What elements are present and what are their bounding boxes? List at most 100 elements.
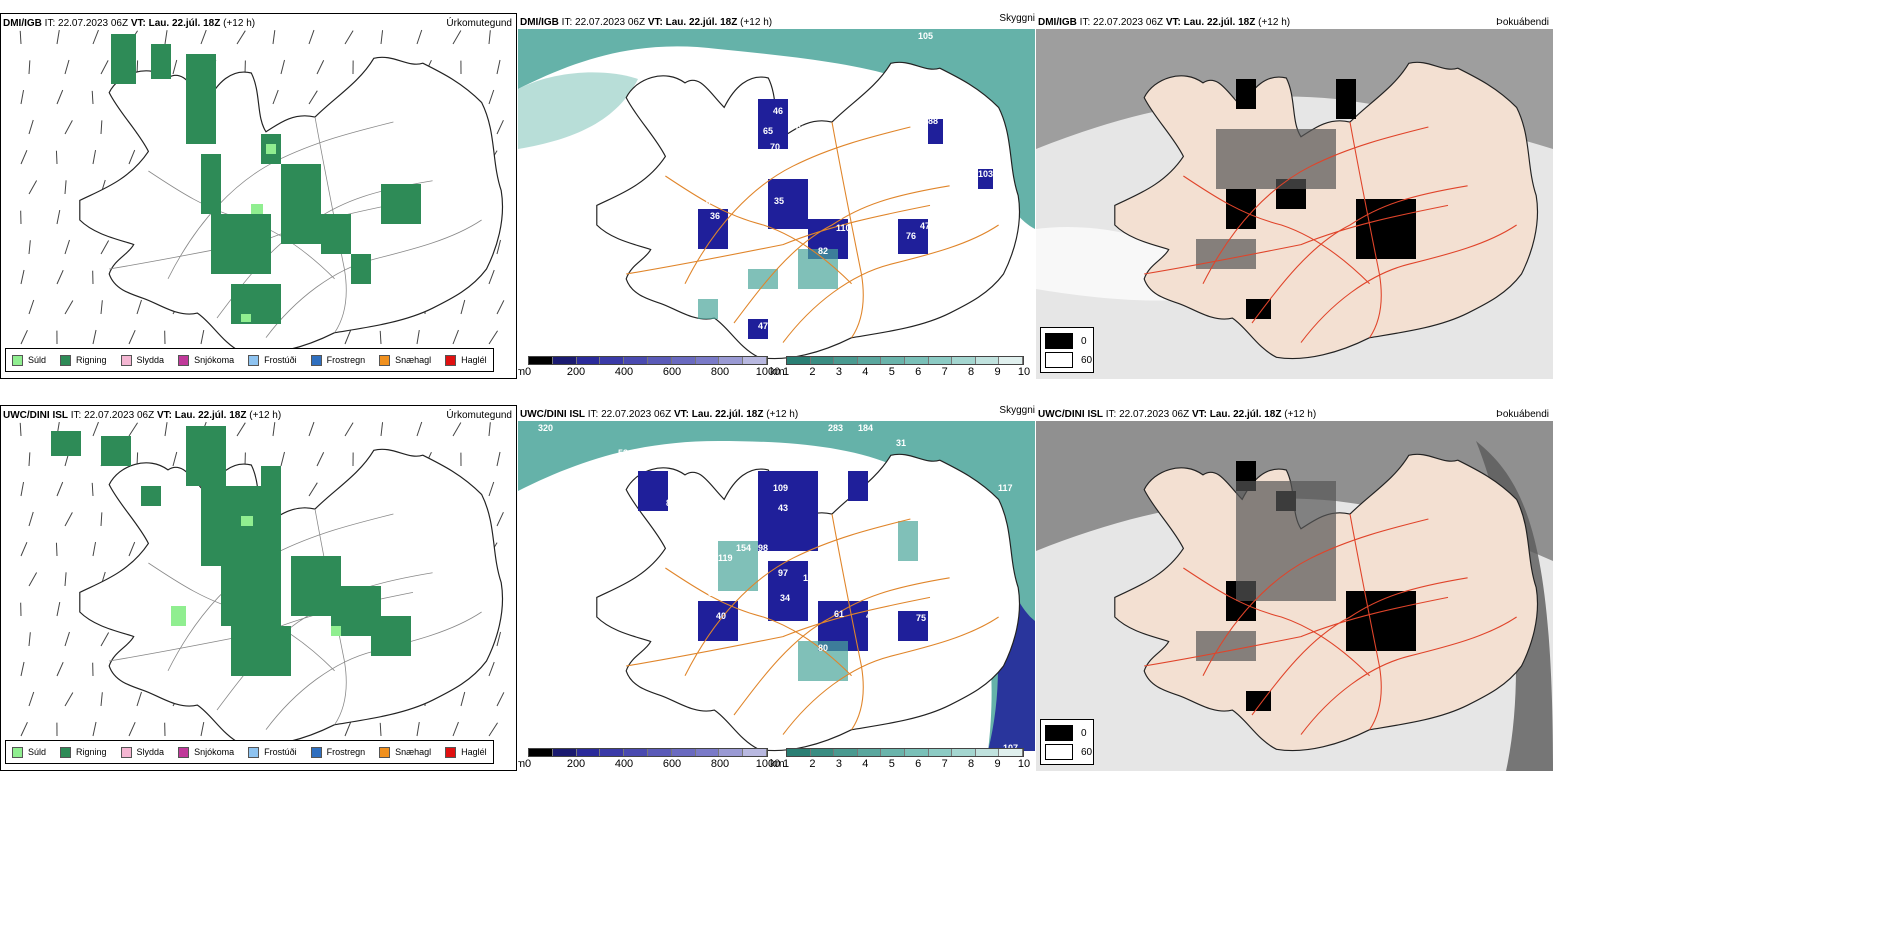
wind-barb [56,30,60,45]
visibility-value-label: 81 [980,591,990,601]
visibility-value-label: 88 [996,528,1006,538]
legend-item: Slydda [120,354,164,366]
visibility-value-label: 184 [858,423,873,433]
wind-barb [380,422,384,437]
wind-barb [92,721,97,737]
colorbar-tick: 1000 [755,366,781,378]
wind-barb [496,451,501,467]
colorbar-tick: 1 [782,758,790,770]
colorbar-tick: 0 [524,366,532,378]
wind-barb [28,632,31,647]
colorbar-m: 0 200 400 600 800 1000 m [518,748,780,771]
wind-barb [20,661,25,677]
wind-barb [488,89,495,105]
visibility-value-label: 70 [646,66,656,76]
visibility-value-label: 46 [773,106,783,116]
wind-barb [379,330,382,345]
wind-barb [64,120,73,135]
wind-barb [488,722,498,737]
colorbar-tick: 600 [662,366,682,378]
visibility-value-label: 61 [834,609,844,619]
wind-barb [20,330,28,345]
wind-barb [452,422,462,437]
colorbar-tick: 4 [862,366,869,378]
fog-map [1036,29,1553,379]
colorbar-km: 1 2 3 4 5 6 7 8 9 10 km [770,748,1030,771]
wind-barb [91,90,94,105]
colorbar-tick: 5 [888,758,895,770]
wind-barb [136,299,142,315]
visibility-value-label: 40 [716,611,726,621]
legend-item: Snæhagl [379,746,431,758]
colorbar-tick: 6 [915,366,922,378]
panel-title: DMI/IGB IT: 22.07.2023 06Z VT: Lau. 22.j… [1038,17,1291,28]
wind-barb [19,30,22,45]
visibility-value-label: 154 [736,543,751,553]
fog-index-blobs [1226,79,1416,319]
visibility-value-label: 92 [736,133,746,143]
legend-item: Frostregn [310,354,365,366]
wind-barb [416,330,420,345]
colorbar-tick: 1 [782,366,790,378]
wind-barb [164,30,168,45]
wind-barb [20,541,28,557]
wind-barb [496,59,501,75]
wind-barb [280,59,285,75]
wind-barb [416,421,423,437]
wind-barb [28,511,34,527]
precip-legend: Súld Rigning Slydda Snjókoma Frostúði Fr… [5,740,494,764]
wind-barb [64,239,70,255]
visibility-value-label: 88 [928,116,938,126]
wind-barb [488,661,495,677]
visibility-value-label: 47 [920,221,930,231]
wind-barb [20,481,25,497]
colorbar-tick: 400 [614,758,634,770]
visibility-value-label: 31 [896,438,906,448]
wind-barb [100,240,110,255]
wind-barb [496,239,501,255]
wind-barb [100,512,103,527]
wind-barb [91,482,94,497]
wind-barb [55,150,58,165]
wind-barb [128,329,136,345]
legend-item: Rigning [60,354,107,366]
visibility-value-label: 283 [828,423,843,433]
wind-barb [460,691,466,707]
legend-item: Súld [12,746,46,758]
wind-barb [64,300,74,315]
wind-barb [416,29,423,45]
colorbar-m: 0 200 400 600 800 1000 m [518,356,780,379]
wind-barb [56,661,64,677]
mist-patches [718,521,918,681]
precip-legend: Súld Rigning Slydda Snjókoma Frostúði Fr… [5,348,494,372]
wind-barb [452,329,459,345]
wind-barb [200,29,207,45]
wind-barb [452,721,459,737]
colorbar-tick: 1000 [755,758,781,770]
wind-barb [64,631,70,647]
fog-panel-bottom: UWC/DINI ISL IT: 22.07.2023 06Z VT: Lau.… [1036,405,1553,771]
fog-map [1036,421,1553,771]
wind-barb [100,632,110,647]
wind-barb [344,30,354,45]
legend-item: Snjókoma [178,354,234,366]
wind-barb [488,481,495,497]
fog-panel-top: DMI/IGB IT: 22.07.2023 06Z VT: Lau. 22.j… [1036,13,1553,379]
wind-barb [128,721,136,737]
wind-barb [28,119,34,135]
wind-barb [488,269,495,285]
wind-barb [496,631,501,647]
wind-barb [308,421,315,437]
wind-barb [92,541,97,557]
colorbar-tick: 10 [1017,366,1031,378]
precip-panel-top: DMI/IGB IT: 22.07.2023 06Z VT: Lau. 22.j… [0,13,517,379]
wind-barb [28,180,38,195]
colorbar-tick: 7 [941,758,948,770]
wind-barb [236,30,246,45]
visibility-value-label: 52 [818,493,828,503]
wind-barb [496,300,505,315]
colorbar-tick: 3 [835,758,842,770]
wind-barb [316,60,325,75]
